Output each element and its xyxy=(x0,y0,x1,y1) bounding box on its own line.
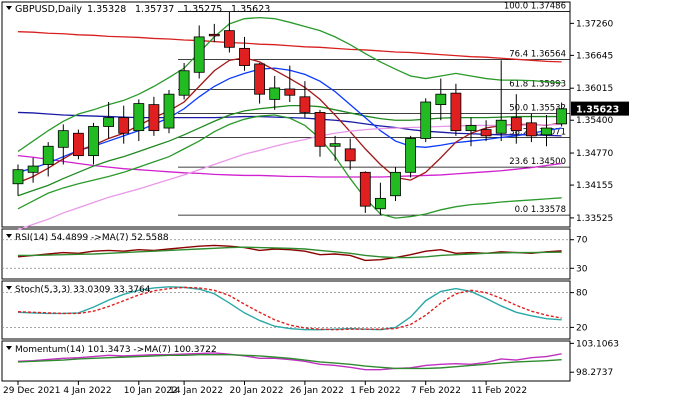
indicator-title: Stoch(5,3,3) 33.0309 33.3764 xyxy=(15,285,151,295)
candle-body xyxy=(556,108,567,125)
panel-frame-mom xyxy=(1,340,571,382)
moving-average-line xyxy=(17,31,562,63)
candle-body xyxy=(510,117,522,132)
candle-body xyxy=(269,87,281,100)
candle-body xyxy=(465,125,477,132)
x-tick-label: 1 Feb 2022 xyxy=(350,386,400,396)
candle-body xyxy=(299,96,311,113)
x-tick-label: 7 Feb 2022 xyxy=(411,386,461,396)
x-tick-label: 11 Feb 2022 xyxy=(471,386,527,396)
candle-body xyxy=(314,112,326,147)
candle-body xyxy=(57,130,69,148)
x-tick-label: 29 Dec 2021 xyxy=(3,386,61,396)
y-tick-label: 1.37260 xyxy=(576,19,613,29)
y-tick-label: 1.36015 xyxy=(576,84,613,94)
candle-body xyxy=(178,70,190,96)
candle-body xyxy=(103,117,114,127)
y-tick-label: 1.33525 xyxy=(576,214,613,224)
candle-body xyxy=(541,127,552,136)
fib-level-label: 0.0 1.33578 xyxy=(515,205,566,215)
fib-level-label: 61.8 1.35993 xyxy=(509,79,566,89)
indicator-line xyxy=(18,246,562,259)
candle-body xyxy=(27,165,39,173)
y-tick-label: 20 xyxy=(576,323,588,333)
panel-collapse-icon xyxy=(6,234,12,238)
current-price-box xyxy=(571,101,629,116)
x-tick-label: 4 Jan 2022 xyxy=(63,386,111,396)
x-tick-label: 20 Jan 2022 xyxy=(230,386,284,396)
indicator-title: RSI(14) 54.4899 ->MA(7) 52.5588 xyxy=(15,233,169,243)
candle-body xyxy=(118,117,130,134)
fib-level-label: 50.0 1.35532 xyxy=(509,103,566,113)
panel-collapse-icon xyxy=(6,286,12,290)
candle-body xyxy=(526,122,537,137)
chart-title: GBPUSD,Daily xyxy=(15,4,82,15)
candle-body xyxy=(344,148,356,162)
candle-body xyxy=(239,47,250,66)
candle-body xyxy=(254,63,266,95)
indicator-line xyxy=(17,352,562,371)
candle-body xyxy=(390,171,401,197)
candle-body xyxy=(42,145,54,165)
y-tick-label: 1.34155 xyxy=(576,181,613,191)
candle-body xyxy=(193,36,205,73)
y-tick-label: 30 xyxy=(576,264,588,274)
y-tick-label: 103.1063 xyxy=(576,339,619,349)
candle-body xyxy=(88,126,99,157)
x-tick-label: 26 Jan 2022 xyxy=(290,386,344,396)
candle-body xyxy=(420,101,432,139)
candle-body xyxy=(435,93,447,106)
indicator-title: Momentum(14) 101.3473 ->MA(7) 100.3722 xyxy=(15,345,217,355)
ohlc-value: 1.35737 xyxy=(135,4,174,15)
indicator-line xyxy=(17,244,562,262)
candle-body xyxy=(163,93,175,129)
ohlc-value: 1.35328 xyxy=(87,4,126,15)
fib-level-label: 100.0 1.37486 xyxy=(504,2,566,12)
ohlc-value: 1.35275 xyxy=(183,4,222,15)
fib-level-label: 23.6 1.34500 xyxy=(509,157,566,167)
candle-body xyxy=(148,104,160,132)
x-tick-label: 10 Jan 2022 xyxy=(124,386,178,396)
candle-body xyxy=(480,129,492,137)
panel-collapse-icon xyxy=(6,346,12,350)
moving-average-line xyxy=(17,154,562,178)
candle-body xyxy=(208,33,220,37)
y-tick-label: 1.35400 xyxy=(576,116,613,126)
candle-body xyxy=(329,143,341,147)
indicator-line xyxy=(17,286,562,331)
x-tick-label: 14 Jan 2022 xyxy=(169,386,223,396)
candle-body xyxy=(133,103,145,132)
current-price-label: 1.35623 xyxy=(576,105,619,116)
moving-average-line xyxy=(17,114,562,219)
indicator-line xyxy=(17,354,562,370)
y-tick-label: 80 xyxy=(576,289,588,299)
fib-level-label: 76.4 1.36564 xyxy=(509,50,566,60)
candle-body xyxy=(495,119,507,134)
y-tick-label: 1.34770 xyxy=(576,149,613,159)
candle-body xyxy=(359,171,371,207)
candle-body xyxy=(374,197,386,210)
indicator-line xyxy=(17,286,562,331)
candle-body xyxy=(284,88,296,96)
candle-body xyxy=(405,138,417,173)
candle-body xyxy=(223,30,235,48)
panel-frame-main xyxy=(1,1,571,228)
candle-body xyxy=(450,92,462,132)
panel-collapse-icon xyxy=(6,6,12,10)
y-tick-label: 98.2737 xyxy=(576,368,613,378)
candle-body xyxy=(12,169,24,185)
ohlc-value: 1.35623 xyxy=(231,4,270,15)
candle-body xyxy=(73,132,84,157)
y-tick-label: 70 xyxy=(576,236,588,246)
y-tick-label: 1.36645 xyxy=(576,51,613,61)
